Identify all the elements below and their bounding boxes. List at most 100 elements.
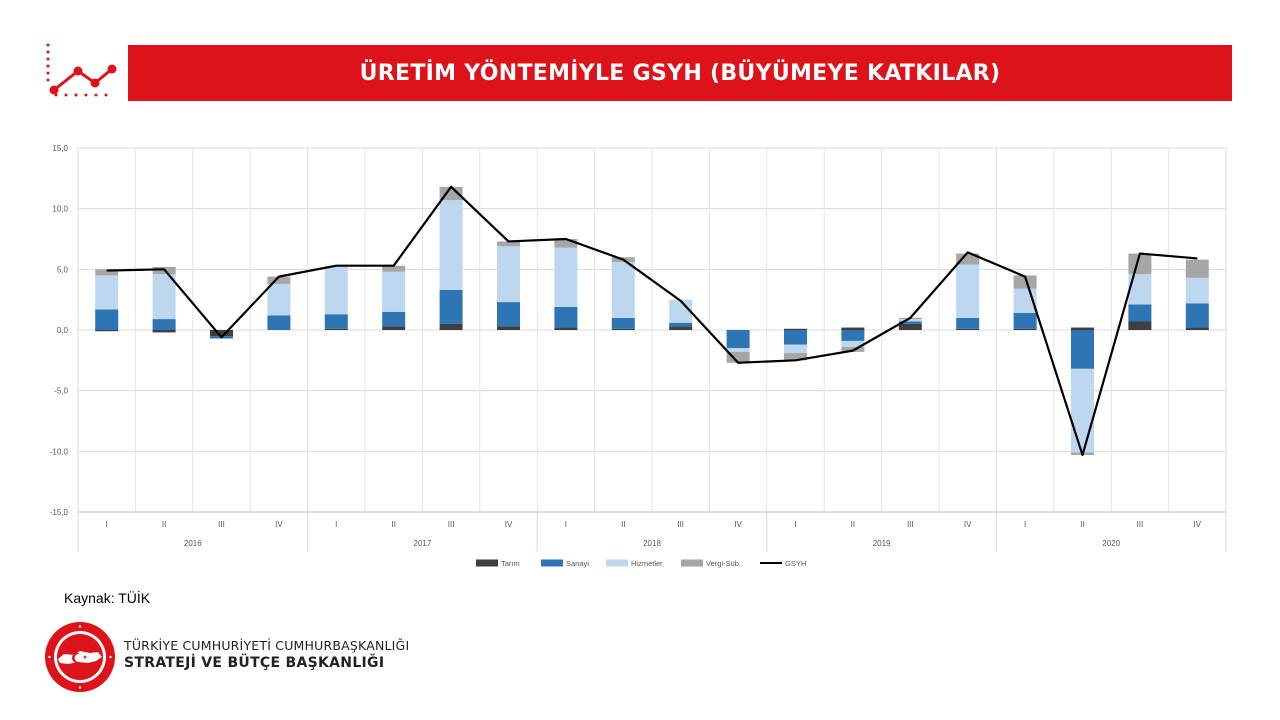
bar-tarım bbox=[95, 330, 119, 332]
y-tick-label: 10,0 bbox=[52, 205, 68, 214]
source-note: Kaynak: TÜİK bbox=[64, 590, 151, 606]
bar-sanayi bbox=[267, 315, 291, 330]
bar-hizmetler bbox=[95, 275, 119, 310]
legend-swatch bbox=[606, 559, 628, 567]
bar-tarım bbox=[669, 326, 693, 330]
bar-sanayi bbox=[1128, 304, 1152, 322]
bar-sanayi bbox=[1013, 313, 1037, 329]
y-tick-label: -5,0 bbox=[54, 387, 68, 396]
bar-sanayi bbox=[554, 306, 578, 328]
bar-sanayi bbox=[841, 330, 865, 341]
bar-vergi-süb- bbox=[726, 351, 750, 363]
y-tick-label: -10,0 bbox=[50, 447, 69, 456]
bar-tarım bbox=[1013, 328, 1037, 330]
legend-label: GSYH bbox=[785, 559, 806, 568]
bar-tarım bbox=[324, 328, 348, 330]
org-name-line1: TÜRKİYE CUMHURİYETİ CUMHURBAŞKANLIĞI bbox=[124, 638, 410, 653]
x-tick-label: III bbox=[448, 520, 455, 529]
x-tick-label: II bbox=[621, 520, 625, 529]
bar-vergi-süb- bbox=[497, 241, 520, 247]
bar-sanayi bbox=[152, 319, 176, 330]
gdp-contribution-chart: 15,010,05,00,0-5,0-10,0-15,0I II III IV I II I… bbox=[50, 144, 1227, 568]
legend-swatch bbox=[476, 559, 498, 567]
year-label: 2017 bbox=[414, 539, 432, 548]
bar-hizmetler bbox=[382, 271, 406, 312]
bar-hizmetler bbox=[324, 265, 348, 315]
bar-tarım bbox=[1128, 321, 1152, 330]
legend-swatch bbox=[681, 559, 703, 567]
year-label: 2018 bbox=[643, 539, 661, 548]
bar-sanayi bbox=[669, 322, 693, 327]
bar-tarım bbox=[382, 326, 406, 330]
year-label: 2020 bbox=[1102, 539, 1120, 548]
x-tick-label: III bbox=[1137, 520, 1144, 529]
bar-sanayi bbox=[439, 289, 463, 324]
bar-tarım bbox=[1185, 327, 1209, 330]
x-tick-label: IV bbox=[1194, 520, 1202, 529]
x-tick-label: III bbox=[677, 520, 684, 529]
x-tick-label: II bbox=[1080, 520, 1084, 529]
page-title: ÜRETİM YÖNTEMİYLE GSYH (BÜYÜMEYE KATKILA… bbox=[359, 60, 1001, 86]
bar-sanayi bbox=[1185, 303, 1209, 328]
bar-vergi-süb- bbox=[95, 269, 119, 276]
bar-hizmetler bbox=[439, 200, 463, 290]
bar-hizmetler bbox=[554, 247, 578, 307]
bar-sanayi bbox=[382, 311, 406, 327]
legend-swatch bbox=[541, 559, 563, 567]
x-tick-label: IV bbox=[275, 520, 283, 529]
org-name-line2: STRATEJİ VE BÜTÇE BAŞKANLIĞI bbox=[124, 655, 385, 671]
x-tick-label: IV bbox=[964, 520, 972, 529]
line-gsyh bbox=[106, 185, 1198, 457]
x-tick-label: I bbox=[565, 520, 567, 529]
bar-vergi-süb- bbox=[554, 239, 578, 248]
x-tick-label: I bbox=[106, 520, 108, 529]
x-tick-label: I bbox=[794, 520, 796, 529]
bar-vergi-süb- bbox=[784, 353, 807, 361]
bar-hizmetler bbox=[611, 262, 635, 318]
bar-tarım bbox=[611, 328, 635, 330]
y-tick-label: -15,0 bbox=[50, 508, 69, 517]
x-tick-label: III bbox=[218, 520, 225, 529]
bar-tarım bbox=[898, 323, 922, 330]
bar-vergi-süb- bbox=[382, 265, 406, 272]
bar-sanayi bbox=[611, 317, 635, 329]
bar-hizmetler bbox=[956, 264, 980, 318]
legend-label: Vergi-Süb. bbox=[706, 559, 741, 568]
bar-sanayi bbox=[497, 302, 520, 327]
bar-sanayi bbox=[726, 330, 750, 349]
bar-tarım bbox=[784, 328, 807, 330]
bar-hizmetler bbox=[267, 283, 291, 316]
bar-vergi-süb- bbox=[1185, 259, 1209, 278]
x-tick-label: II bbox=[391, 520, 395, 529]
bar-sanayi bbox=[784, 330, 807, 345]
x-tick-label: III bbox=[907, 520, 914, 529]
x-tick-label: II bbox=[162, 520, 166, 529]
bar-hizmetler bbox=[841, 340, 865, 347]
bar-tarım bbox=[956, 328, 980, 330]
bar-tarım bbox=[439, 323, 463, 330]
bar-hizmetler bbox=[898, 319, 922, 322]
legend-label: Tarım bbox=[501, 559, 520, 568]
bar-tarım bbox=[210, 330, 233, 337]
bar-hizmetler bbox=[669, 299, 693, 323]
presidency-seal-icon bbox=[44, 621, 116, 693]
legend-label: Hizmetler bbox=[631, 559, 663, 568]
trend-line-icon bbox=[42, 40, 122, 102]
x-tick-label: II bbox=[851, 520, 855, 529]
x-tick-label: IV bbox=[505, 520, 513, 529]
bar-hizmetler bbox=[1071, 368, 1094, 453]
title-banner: ÜRETİM YÖNTEMİYLE GSYH (BÜYÜMEYE KATKILA… bbox=[128, 45, 1232, 101]
bar-sanayi bbox=[324, 314, 348, 329]
bar-hizmetler bbox=[784, 344, 807, 354]
x-tick-label: I bbox=[335, 520, 337, 529]
year-label: 2016 bbox=[184, 539, 202, 548]
bar-tarım bbox=[841, 327, 865, 330]
y-tick-label: 5,0 bbox=[57, 265, 69, 274]
bar-vergi-süb- bbox=[439, 186, 463, 201]
bar-sanayi bbox=[898, 321, 922, 324]
bar-hizmetler bbox=[1128, 274, 1152, 305]
bar-hizmetler bbox=[152, 274, 176, 320]
bar-tarım bbox=[152, 330, 176, 333]
bar-sanayi bbox=[1071, 330, 1094, 369]
bar-vergi-süb- bbox=[267, 276, 291, 284]
